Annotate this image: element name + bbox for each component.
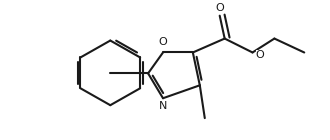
Text: O: O [159, 37, 167, 46]
Text: O: O [255, 50, 264, 60]
Text: N: N [159, 101, 167, 111]
Text: O: O [215, 3, 224, 13]
